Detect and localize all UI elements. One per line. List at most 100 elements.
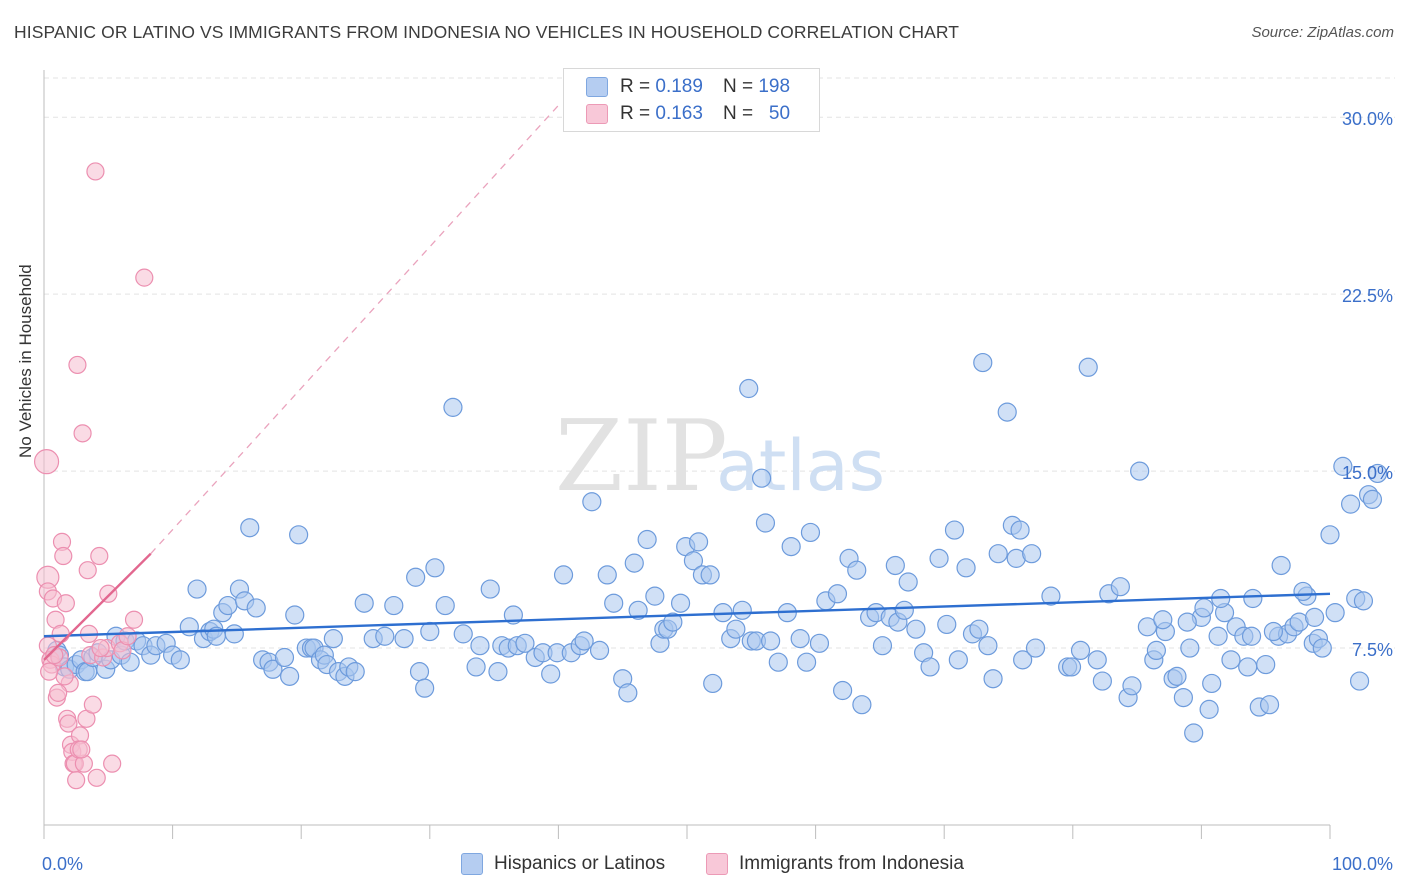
- data-point-indonesia: [72, 740, 91, 759]
- data-point-hispanic: [420, 621, 440, 642]
- data-point-hispanic: [1110, 577, 1130, 597]
- data-point-hispanic: [645, 586, 665, 606]
- legend-swatch-pink: [586, 104, 608, 124]
- data-point-hispanic: [1194, 598, 1214, 618]
- data-point-hispanic: [406, 567, 426, 587]
- data-point-hispanic: [1293, 581, 1313, 602]
- data-point-hispanic: [409, 662, 430, 682]
- data-point-hispanic: [170, 650, 190, 670]
- data-point-hispanic: [187, 579, 207, 599]
- data-point-hispanic: [1070, 640, 1091, 661]
- data-point-hispanic: [790, 629, 810, 649]
- y-tick-label: 15.0%: [1342, 463, 1393, 483]
- data-point-hispanic: [937, 614, 957, 635]
- legend-n-value: 198: [758, 76, 791, 97]
- data-point-hispanic: [224, 624, 244, 644]
- data-point-hispanic: [1243, 588, 1263, 609]
- data-point-hispanic: [827, 584, 848, 604]
- data-point-hispanic: [1325, 603, 1345, 623]
- data-point-indonesia: [67, 771, 86, 790]
- data-point-indonesia: [118, 627, 137, 646]
- data-point-indonesia: [56, 594, 75, 613]
- data-point-indonesia: [124, 610, 144, 629]
- data-point-hispanic: [488, 662, 508, 682]
- legend-n-value: 50: [768, 103, 791, 124]
- data-point-hispanic: [683, 551, 704, 571]
- data-point-hispanic: [589, 640, 610, 661]
- legend-r-label: R =: [620, 76, 651, 97]
- data-point-hispanic: [1271, 555, 1291, 576]
- data-point-indonesia: [90, 546, 109, 566]
- data-point-hispanic: [872, 636, 893, 656]
- data-point-indonesia: [83, 695, 102, 714]
- data-point-hispanic: [852, 695, 872, 715]
- data-point-hispanic: [394, 629, 414, 649]
- data-point-indonesia: [59, 714, 78, 733]
- data-point-hispanic: [263, 659, 283, 679]
- data-point-indonesia: [33, 449, 60, 475]
- data-point-hispanic: [1092, 671, 1112, 691]
- data-point-hispanic: [1199, 699, 1219, 719]
- data-point-hispanic: [240, 518, 260, 538]
- data-point-hispanic: [703, 673, 723, 694]
- legend-n-label: N =: [722, 76, 754, 97]
- data-point-indonesia: [78, 561, 97, 580]
- data-point-hispanic: [755, 513, 776, 533]
- data-point-hispanic: [1180, 638, 1200, 658]
- data-point-hispanic: [541, 664, 561, 684]
- data-point-hispanic: [796, 652, 817, 672]
- data-point-hispanic: [1078, 357, 1098, 377]
- data-point-indonesia: [103, 754, 122, 773]
- data-point-hispanic: [800, 522, 821, 543]
- data-point-hispanic: [920, 657, 940, 677]
- data-point-hispanic: [1122, 676, 1142, 696]
- legend-swatch-blue: [586, 77, 608, 97]
- data-point-hispanic: [515, 633, 535, 653]
- bottom-legend-swatch-pink: [706, 853, 728, 875]
- data-point-hispanic: [885, 555, 905, 576]
- legend-r-value: 0.163: [655, 103, 703, 124]
- legend-r-label: R =: [620, 103, 651, 124]
- y-tick-label: 7.5%: [1352, 640, 1393, 660]
- data-point-hispanic: [345, 662, 365, 682]
- data-point-hispanic: [1353, 591, 1374, 611]
- data-point-hispanic: [289, 525, 309, 545]
- data-point-hispanic: [280, 666, 300, 686]
- data-point-hispanic: [628, 600, 648, 620]
- data-point-hispanic: [1333, 456, 1353, 476]
- data-point-hispanic: [323, 629, 343, 649]
- data-point-hispanic: [466, 657, 486, 677]
- data-point-hispanic: [700, 565, 720, 585]
- data-point-hispanic: [453, 624, 473, 644]
- data-point-hispanic: [1241, 626, 1262, 646]
- data-point-hispanic: [285, 605, 305, 625]
- data-point-hispanic: [1173, 687, 1193, 708]
- data-point-hispanic: [246, 598, 266, 618]
- chart-title: HISPANIC OR LATINO VS IMMIGRANTS FROM IN…: [14, 22, 960, 42]
- data-point-hispanic: [1167, 666, 1187, 686]
- watermark-atlas: atlas: [716, 425, 885, 507]
- series-indonesia-points: [33, 162, 154, 790]
- data-point-hispanic: [760, 631, 781, 651]
- data-point-hispanic: [470, 636, 490, 656]
- data-point-hispanic: [274, 647, 295, 668]
- data-point-hispanic: [1320, 525, 1340, 545]
- bottom-legend-indonesia: Immigrants from Indonesia: [706, 850, 964, 878]
- data-point-hispanic: [1022, 544, 1042, 564]
- data-point-hispanic: [894, 600, 914, 620]
- data-point-hispanic: [1146, 640, 1166, 661]
- data-point-hispanic: [726, 619, 746, 639]
- bottom-legend-label: Hispanics or Latinos: [494, 853, 666, 874]
- data-point-indonesia: [54, 546, 73, 566]
- data-point-hispanic: [1367, 463, 1388, 484]
- data-point-hispanic: [435, 595, 455, 616]
- data-point-indonesia: [51, 624, 70, 643]
- bottom-legend-label: Immigrants from Indonesia: [739, 853, 964, 874]
- data-point-hispanic: [443, 397, 463, 417]
- data-point-hispanic: [751, 468, 772, 488]
- data-point-hispanic: [1259, 695, 1280, 715]
- data-point-hispanic: [1153, 610, 1173, 630]
- data-point-hispanic: [809, 633, 830, 653]
- data-point-hispanic: [688, 532, 709, 552]
